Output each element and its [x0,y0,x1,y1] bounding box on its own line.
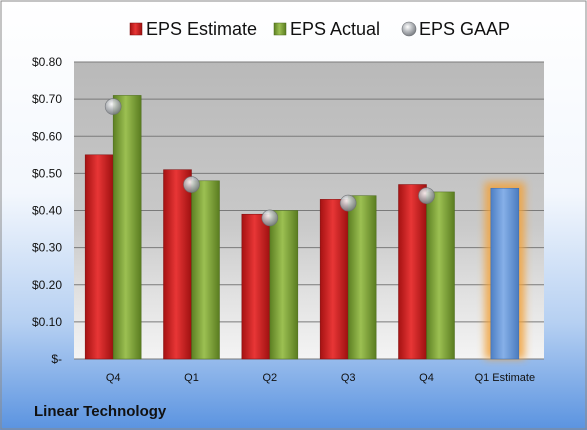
company-name: Linear Technology [34,403,167,420]
marker-eps-gaap [104,98,122,115]
marker-eps-gaap [418,187,435,204]
x-tick-label: Q4 [106,372,121,384]
legend-swatch [273,22,287,36]
y-tick-label: $- [51,352,62,366]
legend-label: EPS GAAP [419,19,510,39]
legend-swatch [129,22,143,36]
bar-eps-estimate [84,154,114,360]
y-tick-label: $0.50 [32,166,62,180]
bars [84,95,525,360]
gridlines [74,61,544,360]
y-tick-label: $0.10 [32,315,62,329]
bar-eps-estimate [398,184,427,360]
legend-label: EPS Actual [290,19,380,39]
marker-eps-gaap [339,194,357,212]
x-tick-label: Q1 [184,372,199,384]
legend-label: EPS Estimate [146,19,257,39]
bar-eps-estimate [241,213,271,360]
bar-eps-actual [269,210,299,360]
x-tick-label: Q4 [419,372,434,384]
marker-eps-gaap [261,209,279,227]
bar-eps-actual [426,191,455,360]
x-tick-label: Q3 [341,372,356,384]
y-tick-label: $0.60 [32,129,62,143]
y-axis-ticks: $0.80 $0.70 $0.60 $0.50 $0.40 $0.30 $0.20 $0.10… [32,55,62,366]
bar-eps-actual [191,180,220,360]
x-tick-label: Q1 Estimate [475,372,536,384]
marker-eps-gaap [183,176,200,193]
bar-eps-actual [347,195,377,360]
legend-swatch [401,21,417,37]
y-tick-label: $0.20 [32,278,62,292]
y-tick-label: $0.70 [32,92,62,106]
gaap-markers [104,98,435,227]
y-tick-label: $0.40 [32,204,62,218]
legend: EPS Estimate EPS Actual EPS GAAP [129,19,510,39]
bar-eps-estimate [163,169,192,360]
bar-eps-estimate [319,199,349,360]
bar-eps-actual [112,95,142,360]
y-tick-label: $0.80 [32,55,62,69]
x-tick-label: Q2 [262,372,277,384]
y-tick-label: $0.30 [32,241,62,255]
bar-eps-estimate-next [490,187,520,360]
x-axis-labels: Q4 Q1 Q2 Q3 Q4 Q1 Estimate [106,372,535,384]
